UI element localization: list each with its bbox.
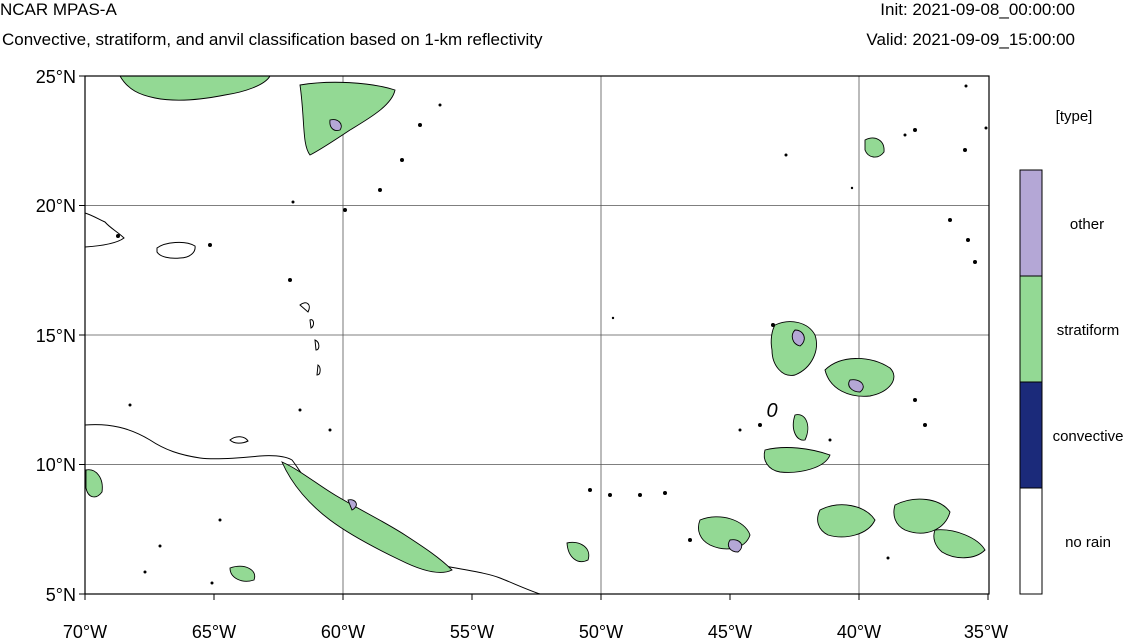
convective-cells [116,84,988,585]
other-region [848,379,864,393]
lon-tick-label: 45°W [708,622,752,641]
legend-swatch-other [1020,170,1042,276]
legend-label-other: other [1070,216,1104,233]
legend-swatch-convective [1020,382,1042,488]
legend-colorbar [1019,169,1043,595]
lon-tick-label: 55°W [450,622,494,641]
stratiform-region [817,504,876,538]
lat-tick-label: 25°N [36,67,76,87]
stratiform-region [119,75,271,101]
stratiform-region [824,358,895,397]
stratiform-region [893,498,951,534]
stratiform-region [792,414,809,441]
contour-label: 0 [766,400,777,422]
legend-label-convective: convective [1053,428,1124,445]
stratiform-region [229,565,256,582]
legend-swatch-no-rain [1020,488,1042,594]
coastlines [84,212,541,595]
model-title: NCAR MPAS-A [0,0,117,19]
stratiform-region [281,461,453,573]
lat-tick-label: 15°N [36,326,76,346]
other-region [329,119,342,131]
legend-title: [type] [1056,108,1093,125]
lat-tick-label: 10°N [36,455,76,475]
tick-marks [79,75,989,600]
lon-tick-label: 60°W [321,622,365,641]
lon-tick-label: 50°W [579,622,623,641]
legend-label-stratiform: stratiform [1057,322,1120,339]
stratiform-region [864,137,885,158]
lon-tick-label: 70°W [63,622,107,641]
lat-tick-label: 5°N [46,585,76,605]
legend-label-no-rain: no rain [1065,534,1111,551]
lat-tick-label: 20°N [36,196,76,216]
init-time: Init: 2021-09-08_00:00:00 [880,0,1075,19]
other-region [347,499,357,511]
lon-tick-label: 35°W [964,622,1008,641]
legend-swatch-stratiform [1020,276,1042,382]
stratiform-region [770,321,817,376]
stratiform-region [933,529,986,559]
stratiform-region [299,81,396,156]
valid-time: Valid: 2021-09-09_15:00:00 [866,30,1075,49]
lon-tick-label: 40°W [837,622,881,641]
precip-regions [85,75,986,582]
stratiform-region [763,447,831,473]
stratiform-region [85,469,103,498]
stratiform-region [566,541,590,563]
other-region [791,329,805,347]
other-region [727,539,743,553]
plot-subtitle: Convective, stratiform, and anvil classi… [2,30,543,49]
lon-tick-label: 65°W [192,622,236,641]
